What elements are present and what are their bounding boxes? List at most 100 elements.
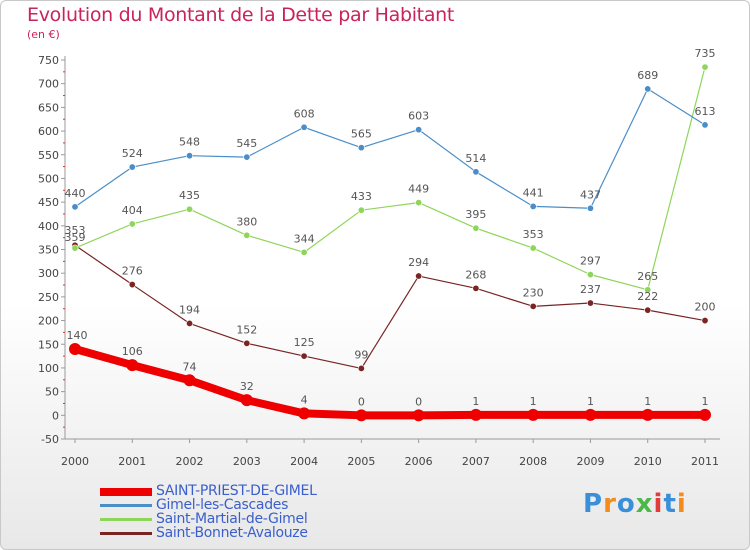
- legend-label: Saint-Bonnet-Avalouze: [156, 525, 308, 541]
- data-point: [243, 231, 251, 239]
- series-line: [74, 88, 706, 209]
- data-label: 380: [236, 215, 257, 228]
- data-point: [128, 281, 136, 289]
- y-tick-label: 100: [38, 362, 59, 375]
- x-tick-label: 2004: [290, 455, 318, 468]
- data-label: 1: [530, 395, 537, 408]
- legend-item: Saint-Bonnet-Avalouze: [100, 525, 360, 541]
- data-point: [298, 407, 311, 420]
- y-tick-label: 0: [52, 409, 59, 422]
- data-label: 237: [580, 283, 601, 296]
- data-point: [701, 121, 709, 129]
- data-point: [183, 374, 196, 387]
- data-label: 32: [240, 380, 254, 393]
- data-label: 230: [523, 286, 544, 299]
- data-point: [415, 199, 423, 207]
- data-label: 297: [580, 255, 601, 268]
- data-label: 276: [122, 265, 143, 278]
- data-point: [586, 299, 594, 307]
- logo-letter: r: [603, 489, 617, 519]
- data-label: 440: [65, 187, 86, 200]
- data-point: [240, 394, 253, 407]
- legend-label: SAINT-PRIEST-DE-GIMEL: [156, 483, 317, 499]
- legend-item: Saint-Martial-de-Gimel: [100, 511, 360, 527]
- data-label: 441: [523, 186, 544, 199]
- series-line: [71, 344, 709, 420]
- data-label: 548: [179, 136, 200, 149]
- data-point: [128, 163, 136, 171]
- x-tick-label: 2001: [118, 455, 146, 468]
- data-label: 608: [294, 107, 315, 120]
- data-point: [126, 359, 139, 372]
- legend-label: Saint-Martial-de-Gimel: [156, 511, 308, 527]
- data-label: 268: [465, 268, 486, 281]
- data-label: 294: [408, 256, 429, 269]
- data-point: [412, 409, 425, 422]
- y-tick-label: -50: [41, 433, 59, 446]
- x-tick-label: 2010: [634, 455, 662, 468]
- data-label: 0: [415, 395, 422, 408]
- data-point: [186, 152, 194, 160]
- data-point: [469, 408, 482, 421]
- y-tick-label: 200: [38, 315, 59, 328]
- proxiti-logo: Proxiti: [583, 489, 687, 519]
- legend-swatch: [100, 488, 152, 496]
- data-label: 200: [695, 301, 716, 314]
- data-label: 545: [236, 137, 257, 150]
- data-point: [644, 286, 652, 294]
- x-tick-label: 2005: [347, 455, 375, 468]
- y-tick-label: 300: [38, 267, 59, 280]
- data-point: [641, 408, 654, 421]
- data-label: 514: [465, 152, 486, 165]
- data-point: [701, 317, 709, 325]
- data-label: 435: [179, 189, 200, 202]
- data-point: [186, 205, 194, 213]
- data-point: [300, 123, 308, 131]
- y-tick-label: 250: [38, 291, 59, 304]
- data-point: [71, 203, 79, 211]
- data-point: [71, 244, 79, 252]
- data-label: 152: [236, 323, 257, 336]
- data-label: 437: [580, 188, 601, 201]
- data-point: [701, 63, 709, 71]
- logo-letter: o: [616, 489, 636, 519]
- data-label: 404: [122, 204, 143, 217]
- data-point: [186, 319, 194, 327]
- data-label: 613: [695, 105, 716, 118]
- y-tick-label: 450: [38, 196, 59, 209]
- data-label: 449: [408, 183, 429, 196]
- y-tick-label: 750: [38, 54, 59, 67]
- data-point: [357, 144, 365, 152]
- logo-letter: t: [663, 489, 677, 519]
- x-tick-label: 2002: [176, 455, 204, 468]
- series-line: [74, 244, 706, 370]
- data-label: 194: [179, 303, 200, 316]
- data-label: 353: [523, 228, 544, 241]
- y-tick-label: 500: [38, 172, 59, 185]
- data-point: [586, 204, 594, 212]
- data-label: 433: [351, 190, 372, 203]
- logo-letter: x: [635, 489, 654, 519]
- data-label: 603: [408, 110, 429, 123]
- data-point: [300, 248, 308, 256]
- data-point: [69, 342, 81, 355]
- y-tick-label: 650: [38, 101, 59, 114]
- data-label: 395: [465, 208, 486, 221]
- data-label: 74: [183, 360, 197, 373]
- data-label: 353: [65, 224, 86, 237]
- series-line: [74, 66, 706, 291]
- data-point: [644, 85, 652, 93]
- data-label: 344: [294, 232, 315, 245]
- legend-swatch: [100, 504, 152, 507]
- logo-letter: i: [653, 489, 664, 519]
- x-tick-label: 2011: [691, 455, 719, 468]
- x-tick-label: 2000: [61, 455, 89, 468]
- data-point: [586, 271, 594, 279]
- legend-label: Gimel-les-Cascades: [156, 497, 289, 513]
- y-tick-label: 50: [45, 386, 59, 399]
- data-point: [357, 206, 365, 214]
- legend-swatch: [100, 532, 152, 535]
- data-label: 4: [301, 393, 308, 406]
